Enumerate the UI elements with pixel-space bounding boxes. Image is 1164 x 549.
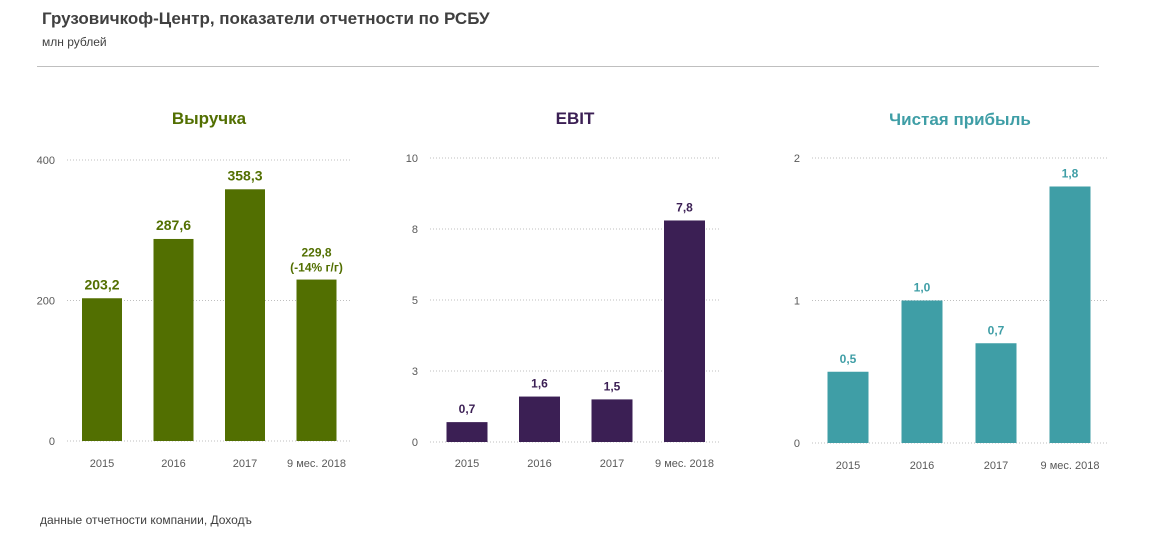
category-label: 2015 — [90, 458, 114, 470]
y-tick-label: 200 — [37, 296, 55, 308]
data-label: 7,8 — [676, 200, 693, 214]
bar — [975, 343, 1017, 443]
category-label: 2017 — [233, 458, 257, 470]
page-subtitle: млн рублей — [42, 35, 107, 49]
chart-1: Выручка 0 200 400 203,2 2015 287,6 2016 358,3 201… — [37, 109, 351, 470]
y-tick-label: 0 — [412, 437, 418, 449]
bar — [827, 371, 869, 443]
bar — [225, 189, 265, 441]
category-label: 2016 — [910, 460, 934, 472]
y-tick-label: 2 — [794, 153, 800, 165]
y-tick-label: 0 — [49, 436, 55, 448]
footer-source: данные отчетности компании, Доходъ — [40, 513, 252, 527]
data-label: 287,6 — [156, 217, 191, 233]
data-label: 229,8 — [301, 246, 331, 260]
data-label: 358,3 — [227, 167, 262, 183]
category-label: 2015 — [455, 458, 479, 470]
category-label: 2016 — [161, 458, 185, 470]
data-label-note: (-14% г/г) — [290, 261, 343, 275]
data-label: 0,7 — [459, 402, 476, 416]
page-title: Грузовичкоф-Центр, показатели отчетности… — [42, 9, 490, 28]
category-label: 9 мес. 2018 — [655, 458, 714, 470]
data-label: 1,6 — [531, 377, 548, 391]
y-tick-label: 10 — [406, 153, 418, 165]
y-tick-label: 5 — [412, 295, 418, 307]
bar — [153, 238, 194, 441]
category-label: 2017 — [600, 458, 624, 470]
data-label: 203,2 — [84, 276, 119, 292]
category-label: 9 мес. 2018 — [287, 458, 346, 470]
chart-title: Выручка — [172, 109, 247, 128]
chart-3: Чистая прибыль 0 1 2 0,5 2015 1,0 2016 0,7 2017 1,… — [794, 110, 1108, 472]
bar — [591, 399, 633, 442]
chart-title: Чистая прибыль — [889, 110, 1031, 129]
bar — [82, 298, 122, 441]
category-label: 2016 — [527, 458, 551, 470]
data-label: 1,8 — [1062, 167, 1079, 181]
bar — [901, 300, 943, 443]
category-label: 2015 — [836, 460, 860, 472]
y-tick-label: 8 — [412, 224, 418, 236]
data-label: 0,7 — [988, 323, 1005, 337]
data-label: 1,5 — [604, 379, 621, 393]
chart-2: EBIT 0 3 5 8 10 0,7 2015 1,6 2016 1,5 2017 7,8 9 мес.… — [406, 109, 720, 470]
chart-title: EBIT — [556, 109, 595, 128]
bar — [1049, 186, 1091, 443]
y-tick-label: 1 — [794, 296, 800, 308]
bar — [446, 422, 488, 442]
data-label: 1,0 — [914, 281, 931, 295]
y-tick-label: 0 — [794, 438, 800, 450]
y-tick-label: 400 — [37, 155, 55, 167]
header-divider — [37, 66, 1099, 67]
bar — [664, 220, 705, 442]
bar — [296, 279, 337, 441]
y-tick-label: 3 — [412, 366, 418, 378]
category-label: 9 мес. 2018 — [1041, 460, 1100, 472]
data-label: 0,5 — [840, 352, 857, 366]
category-label: 2017 — [984, 460, 1008, 472]
bar — [519, 396, 560, 442]
